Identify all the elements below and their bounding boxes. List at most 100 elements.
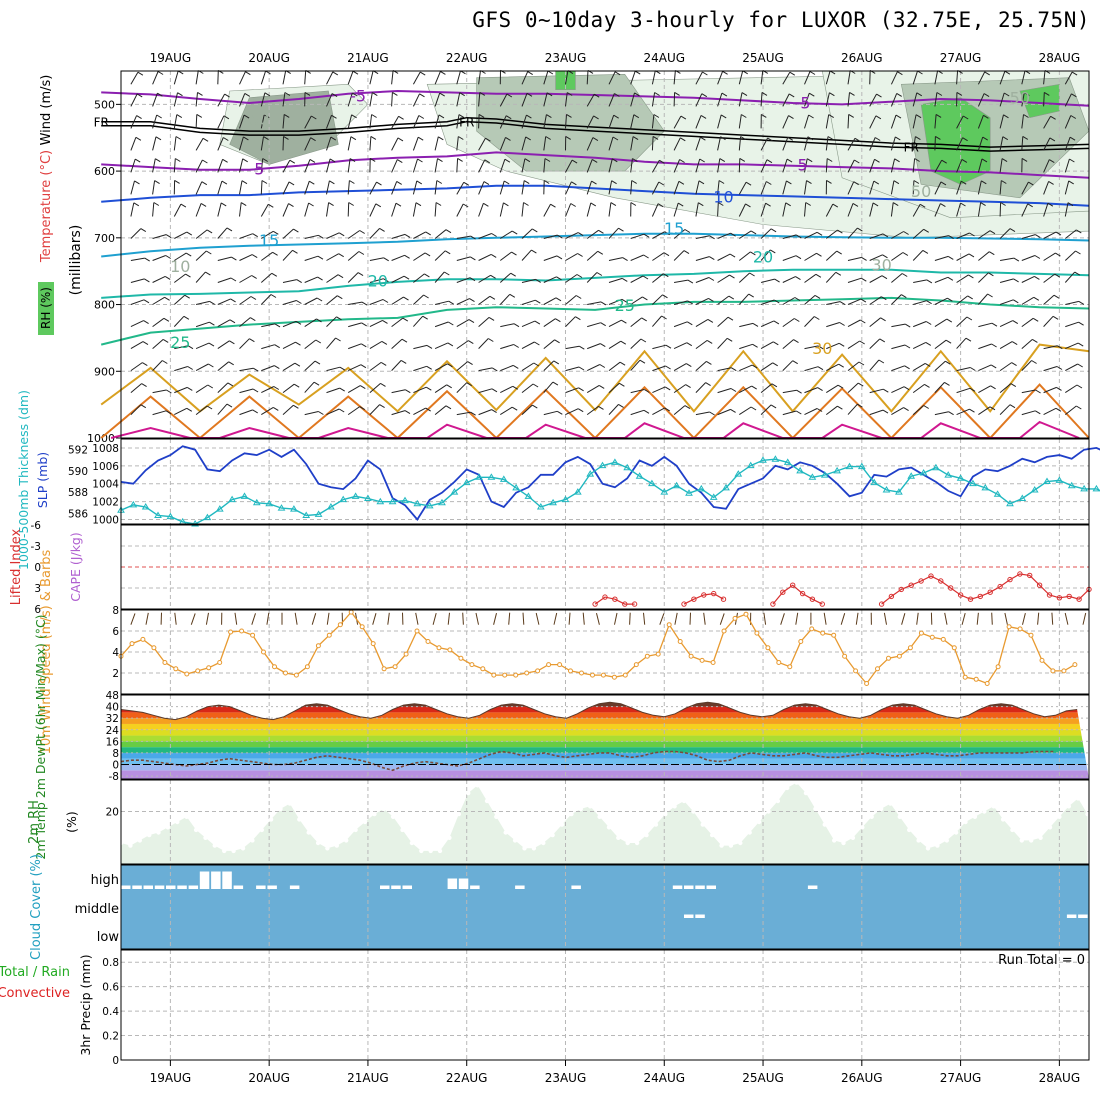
rh-point — [512, 838, 518, 843]
wind-barb — [162, 338, 169, 343]
wind-barb — [570, 203, 576, 207]
wind-barb — [369, 278, 384, 283]
wind-barb — [816, 231, 823, 236]
wind-barb-10m — [855, 612, 859, 625]
rh-point — [541, 840, 546, 846]
date-label-top: 23AUG — [545, 51, 587, 65]
isotherm-line — [110, 420, 1080, 439]
wind-barb — [221, 180, 228, 185]
wind-speed-point — [754, 630, 760, 636]
wind-barb — [462, 203, 469, 208]
wind-barb — [260, 136, 264, 151]
wind-barb — [1004, 70, 1011, 75]
wind-barb — [709, 235, 715, 240]
wind-barb — [717, 180, 720, 195]
wind-barb — [608, 319, 622, 328]
wind-barb — [773, 341, 779, 346]
wind-barb — [912, 114, 917, 129]
wind-barb — [717, 232, 731, 239]
wind-barb — [608, 136, 614, 151]
wind-speed-point — [940, 636, 946, 642]
wind-barb — [818, 345, 824, 350]
pressure-tick-label: 800 — [94, 299, 115, 312]
wind-barb — [142, 362, 148, 367]
wind-speed-point — [272, 664, 277, 670]
wind-barb — [760, 404, 772, 415]
lifted-index-point — [1007, 576, 1013, 583]
wind-barb — [152, 71, 159, 85]
wind-barb — [912, 405, 925, 415]
wind-barb — [695, 115, 702, 129]
wind-barb — [239, 254, 253, 261]
wind-barb — [653, 114, 660, 118]
wind-barb — [760, 92, 763, 107]
rh-point — [663, 811, 668, 817]
wind-barb — [903, 407, 909, 412]
wind-barb-10m — [266, 612, 270, 625]
wind-barb — [491, 233, 497, 237]
rh-point — [175, 819, 180, 825]
slp-line — [120, 445, 1100, 522]
wind-barb — [252, 233, 258, 238]
wind-speed-point — [524, 670, 530, 676]
wind-barb — [164, 296, 170, 301]
thickness-point — [981, 483, 990, 491]
wind-barb — [782, 318, 795, 328]
wind-barb — [273, 406, 279, 411]
date-label-bottom: 22AUG — [446, 1071, 488, 1085]
temp-band — [121, 706, 1089, 713]
wind-speed-point — [337, 622, 343, 628]
rh-point — [156, 830, 161, 835]
wind-barb — [717, 158, 721, 173]
wind-speed-point — [875, 666, 880, 672]
wind-barb — [1049, 137, 1056, 142]
wind-barb — [717, 274, 730, 283]
thickness-point — [536, 503, 545, 510]
rh-point — [935, 843, 940, 848]
wind-speed-point — [787, 664, 793, 670]
temp-band — [121, 764, 1089, 771]
wind-barb — [296, 300, 302, 304]
wind-barb — [825, 229, 838, 239]
wind-barb — [1043, 116, 1052, 129]
wind-barb — [630, 180, 633, 195]
wind-barb — [456, 136, 459, 151]
thickness-point — [240, 492, 249, 499]
wind-barb — [817, 387, 823, 392]
wind-barb — [456, 361, 468, 371]
wind-barb — [438, 114, 445, 119]
lifted-index-point — [987, 589, 993, 595]
rh-point — [756, 819, 762, 825]
wind-barb — [761, 91, 768, 96]
wind-barb-10m — [493, 612, 497, 625]
wind-barb — [434, 321, 449, 328]
wind-barb — [165, 255, 171, 259]
wind-barb — [895, 136, 901, 141]
wind-speed-point — [370, 641, 376, 647]
wind-barb — [413, 231, 426, 239]
wind-barb — [1034, 255, 1041, 259]
lifted-index-point — [1066, 593, 1072, 600]
wind-barb — [349, 180, 355, 184]
wind-barb — [359, 230, 365, 234]
wind-barb — [261, 230, 274, 239]
wind-barb — [404, 410, 411, 415]
wind-barb — [456, 382, 468, 393]
wind-barb — [785, 202, 791, 207]
wind-barb — [185, 252, 192, 257]
wind-barb — [967, 295, 973, 300]
wind-barb — [488, 338, 494, 342]
wind-barb — [613, 114, 619, 119]
wind-barb — [934, 159, 943, 173]
wind-barb — [687, 321, 693, 326]
wind-barb — [195, 342, 210, 350]
wind-barb — [478, 113, 485, 118]
wind-barb — [557, 410, 563, 415]
wind-barb — [662, 294, 668, 299]
date-label-top: 21AUG — [347, 51, 389, 65]
wind-barb — [891, 323, 906, 328]
wind-speed-point — [907, 645, 913, 651]
wind-barb — [847, 256, 862, 261]
wind-speed-point — [677, 639, 683, 644]
wind-barb — [881, 296, 887, 301]
